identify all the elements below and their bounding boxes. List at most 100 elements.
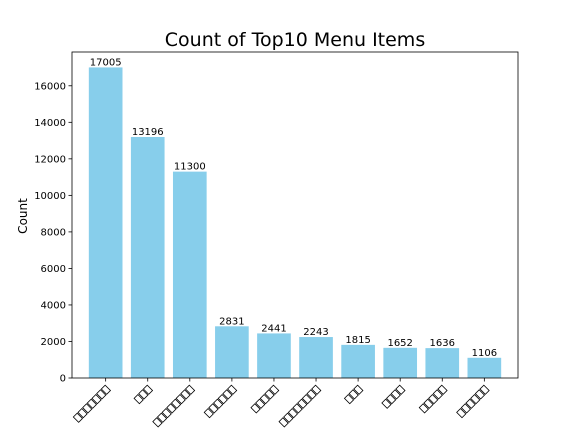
missing-glyph-box — [142, 384, 154, 395]
missing-glyph-box — [297, 398, 308, 409]
missing-glyph-box — [91, 393, 102, 405]
missing-glyph-box — [156, 412, 168, 423]
y-tick-label: 10000 — [34, 191, 66, 202]
missing-glyph-box — [269, 384, 280, 395]
bar — [383, 347, 418, 378]
bar-value-label: 1815 — [345, 335, 370, 346]
missing-glyph-box — [227, 384, 238, 395]
missing-glyph-box — [283, 412, 294, 423]
missing-glyph-box — [470, 393, 481, 405]
missing-glyph-box — [264, 389, 275, 400]
missing-glyph-box — [432, 389, 443, 400]
x-tick-label — [250, 384, 280, 414]
y-tick-label: 6000 — [41, 264, 66, 275]
missing-glyph-box — [390, 389, 401, 400]
data-labels-group: 17005 13196 11300 2831 2441 2243 1815 1652 1636 1… — [90, 57, 497, 358]
y-tick-label: 0 — [60, 374, 66, 385]
missing-glyph-box — [348, 389, 359, 400]
missing-glyph-box — [423, 398, 434, 409]
missing-glyph-box — [77, 407, 88, 419]
bar — [130, 136, 165, 378]
y-tick-label: 16000 — [34, 81, 66, 92]
y-tick-label: 2000 — [41, 337, 66, 348]
x-tick-label — [133, 384, 154, 405]
missing-glyph-box — [180, 389, 191, 400]
missing-glyph-box — [278, 417, 289, 428]
x-tick-label — [152, 384, 196, 428]
y-tick-label: 4000 — [41, 300, 66, 311]
missing-glyph-box — [428, 393, 439, 405]
missing-glyph-box — [301, 393, 313, 405]
x-axis — [72, 378, 490, 428]
bar — [215, 326, 249, 378]
y-tick-label: 14000 — [34, 118, 66, 129]
missing-glyph-box — [170, 398, 182, 409]
bar — [299, 337, 333, 378]
missing-glyph-box — [479, 384, 490, 395]
missing-glyph-box — [418, 403, 429, 414]
missing-glyph-box — [306, 389, 317, 400]
bar-value-label: 13196 — [132, 127, 164, 138]
missing-glyph-box — [166, 403, 177, 414]
bar-value-label: 1652 — [387, 338, 412, 349]
missing-glyph-box — [184, 384, 196, 395]
missing-glyph-box — [460, 403, 472, 414]
missing-glyph-box — [100, 384, 112, 395]
chart-title: Count of Top10 Menu Items — [165, 29, 425, 51]
missing-glyph-box — [311, 384, 322, 395]
missing-glyph-box — [96, 389, 107, 400]
missing-glyph-box — [208, 403, 219, 414]
missing-glyph-box — [255, 398, 266, 409]
missing-glyph-box — [465, 398, 476, 409]
missing-glyph-box — [82, 403, 93, 414]
missing-glyph-box — [287, 407, 299, 419]
bar — [172, 171, 207, 378]
missing-glyph-box — [250, 403, 261, 414]
missing-glyph-box — [385, 393, 397, 405]
missing-glyph-box — [86, 398, 98, 409]
y-tick-label: 12000 — [34, 154, 66, 165]
bars-group — [88, 67, 502, 378]
bar — [88, 67, 123, 378]
bar-value-label: 2243 — [303, 327, 328, 338]
missing-glyph-box — [175, 393, 186, 405]
missing-glyph-box — [456, 407, 467, 419]
missing-glyph-box — [203, 407, 214, 419]
bar-value-label: 17005 — [90, 57, 122, 68]
missing-glyph-box — [474, 389, 486, 400]
bar-value-label: 2441 — [261, 323, 286, 334]
y-tick-label: 8000 — [41, 227, 66, 238]
missing-glyph-box — [152, 417, 163, 428]
bar-value-label: 11300 — [174, 162, 206, 173]
x-tick-label — [418, 384, 448, 414]
bar — [341, 344, 375, 378]
missing-glyph-box — [213, 398, 224, 409]
missing-glyph-box — [259, 393, 270, 405]
missing-glyph-box — [353, 384, 364, 395]
bar-value-label: 1636 — [430, 338, 455, 349]
y-axis-label: Count — [16, 198, 30, 234]
bar — [467, 357, 502, 378]
missing-glyph-box — [161, 407, 172, 419]
x-axis-label: M — [280, 430, 290, 432]
bar — [425, 348, 460, 378]
missing-glyph-box — [133, 393, 144, 405]
missing-glyph-box — [217, 393, 228, 405]
missing-glyph-box — [292, 403, 303, 414]
bar — [257, 333, 291, 378]
missing-glyph-box — [72, 412, 84, 423]
x-tick-label — [203, 384, 238, 419]
x-tick-label — [278, 384, 322, 428]
x-tick-label — [456, 384, 490, 419]
missing-glyph-box — [343, 393, 355, 405]
y-axis: 0 2000 4000 6000 8000 10000 12000 14000 16000 — [34, 81, 72, 385]
bar-value-label: 2831 — [219, 316, 244, 327]
bar-value-label: 1106 — [472, 348, 497, 359]
missing-glyph-box — [437, 384, 448, 395]
missing-glyph-box — [138, 389, 149, 400]
x-tick-label — [381, 384, 406, 409]
missing-glyph-box — [222, 389, 233, 400]
missing-glyph-box — [395, 384, 406, 395]
x-tick-label — [72, 384, 112, 423]
